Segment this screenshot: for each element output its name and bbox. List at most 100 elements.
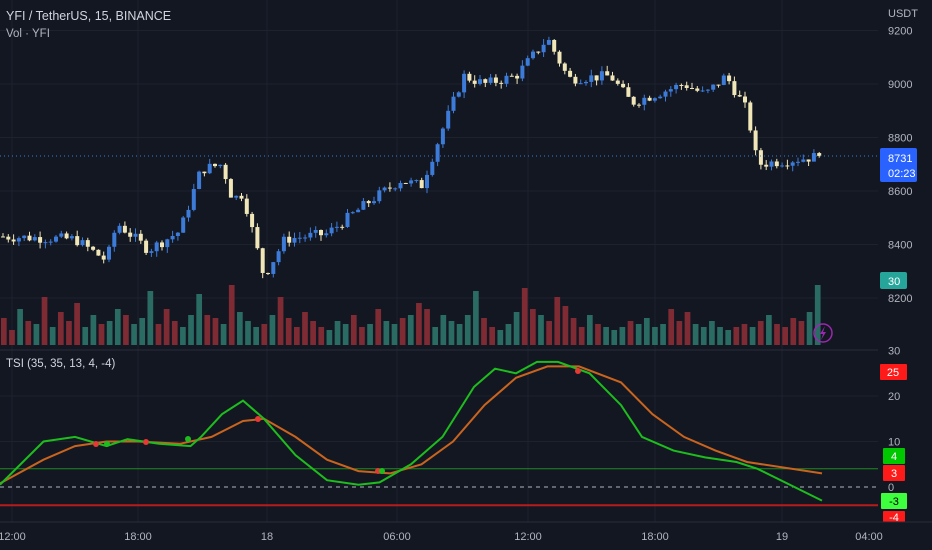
candle-body <box>297 237 302 239</box>
volume-bar <box>782 327 789 345</box>
candle-body <box>541 44 546 53</box>
candle-body <box>721 75 726 85</box>
candle-body <box>409 180 414 184</box>
candle-body <box>546 39 551 45</box>
time-tick: 18:00 <box>124 531 152 543</box>
volume-bar <box>554 297 561 345</box>
volume-bar <box>521 288 528 345</box>
candle-body <box>403 182 408 184</box>
tsi-line <box>0 360 823 502</box>
tsi-indicator-label[interactable]: TSI (35, 35, 13, 4, -4) <box>6 358 116 370</box>
volume-bar <box>261 324 268 345</box>
candle-body <box>488 77 493 83</box>
volume-bar <box>277 297 284 345</box>
candle-body <box>462 73 467 93</box>
volume-bar <box>749 327 756 345</box>
volume-bar <box>578 327 585 345</box>
candle-body <box>578 83 583 85</box>
tsi-crossover-dot <box>575 368 581 374</box>
volume-bar <box>220 324 227 345</box>
grid-lines <box>0 0 878 522</box>
candle-body <box>128 232 133 237</box>
candle-body <box>801 159 806 162</box>
candle-body <box>504 75 509 84</box>
candle-body <box>266 272 270 274</box>
candle-body <box>811 153 816 162</box>
volume-tag <box>880 272 907 289</box>
price-tick: 8200 <box>888 293 912 305</box>
candle-body <box>658 96 663 99</box>
volume-bar <box>814 285 821 345</box>
candle-body <box>552 39 557 52</box>
candle-body <box>652 98 657 101</box>
candle-body <box>785 165 790 167</box>
candle-body <box>186 209 191 218</box>
volume-bar <box>17 309 23 345</box>
candle-body <box>382 187 387 191</box>
volume-bar <box>627 321 634 345</box>
volume-bar <box>456 324 463 345</box>
candle-body <box>218 164 223 167</box>
volume-bar <box>163 309 170 345</box>
tsi-lower-badge <box>883 511 905 522</box>
volume-indicator-label[interactable]: Vol · YFI <box>6 28 50 40</box>
volume-bar <box>643 318 650 345</box>
candle-body <box>599 71 604 81</box>
volume-bar <box>359 327 365 345</box>
candle-body <box>631 96 636 105</box>
symbol-title[interactable]: YFI / TetherUS, 15, BINANCE <box>6 9 172 23</box>
candle-body <box>149 251 154 253</box>
volume-bar <box>147 291 154 345</box>
volume-bar <box>733 327 740 345</box>
tsi-signal-badge <box>883 465 905 481</box>
volume-bar <box>432 327 439 345</box>
tsi-value: 4 <box>891 451 897 463</box>
candle-body <box>324 233 329 236</box>
candle-body <box>213 163 217 167</box>
volume-bar <box>741 324 748 345</box>
candle-body <box>117 225 122 233</box>
candle-body <box>271 262 276 274</box>
candle-body <box>716 84 721 86</box>
candle-body <box>774 161 779 167</box>
volume-bar <box>424 309 430 345</box>
candle-body <box>695 88 700 91</box>
volume-bar <box>513 312 520 345</box>
volume-bar <box>473 291 479 345</box>
candle-body <box>610 75 615 81</box>
candle-body <box>568 70 573 77</box>
candle-body <box>637 104 641 106</box>
volume-bar <box>684 312 691 345</box>
volume-bar <box>188 315 194 345</box>
candle-body <box>769 161 774 167</box>
candle-body <box>6 236 11 240</box>
candle-body <box>356 209 361 213</box>
candle-body <box>80 240 85 246</box>
volume-bar <box>562 306 569 345</box>
volume-bar <box>41 297 48 345</box>
volume-bar <box>253 327 259 345</box>
volume-bar <box>489 327 496 345</box>
volume-bar <box>171 321 178 345</box>
candle-body <box>515 75 520 79</box>
tsi-upper-badge <box>880 364 907 380</box>
volume-bar <box>603 327 609 345</box>
volume-bar <box>570 318 577 345</box>
candle-body <box>557 51 562 64</box>
tsi-tick: 30 <box>888 346 900 358</box>
candle-body <box>393 188 398 190</box>
candle-body <box>509 75 514 77</box>
volume-bar <box>660 324 666 345</box>
tsi-tick: 0 <box>888 482 894 494</box>
candle-body <box>790 162 795 166</box>
tsi-zero-value: -3 <box>889 496 899 508</box>
volume-bar <box>98 324 105 345</box>
time-tick: 18:00 <box>641 531 669 543</box>
volume-bar <box>538 315 544 345</box>
volume-bar <box>725 330 732 345</box>
currency-label: USDT <box>888 8 918 20</box>
candle-body <box>154 242 159 252</box>
volume-bar <box>440 315 447 345</box>
volume-bar <box>717 327 723 345</box>
